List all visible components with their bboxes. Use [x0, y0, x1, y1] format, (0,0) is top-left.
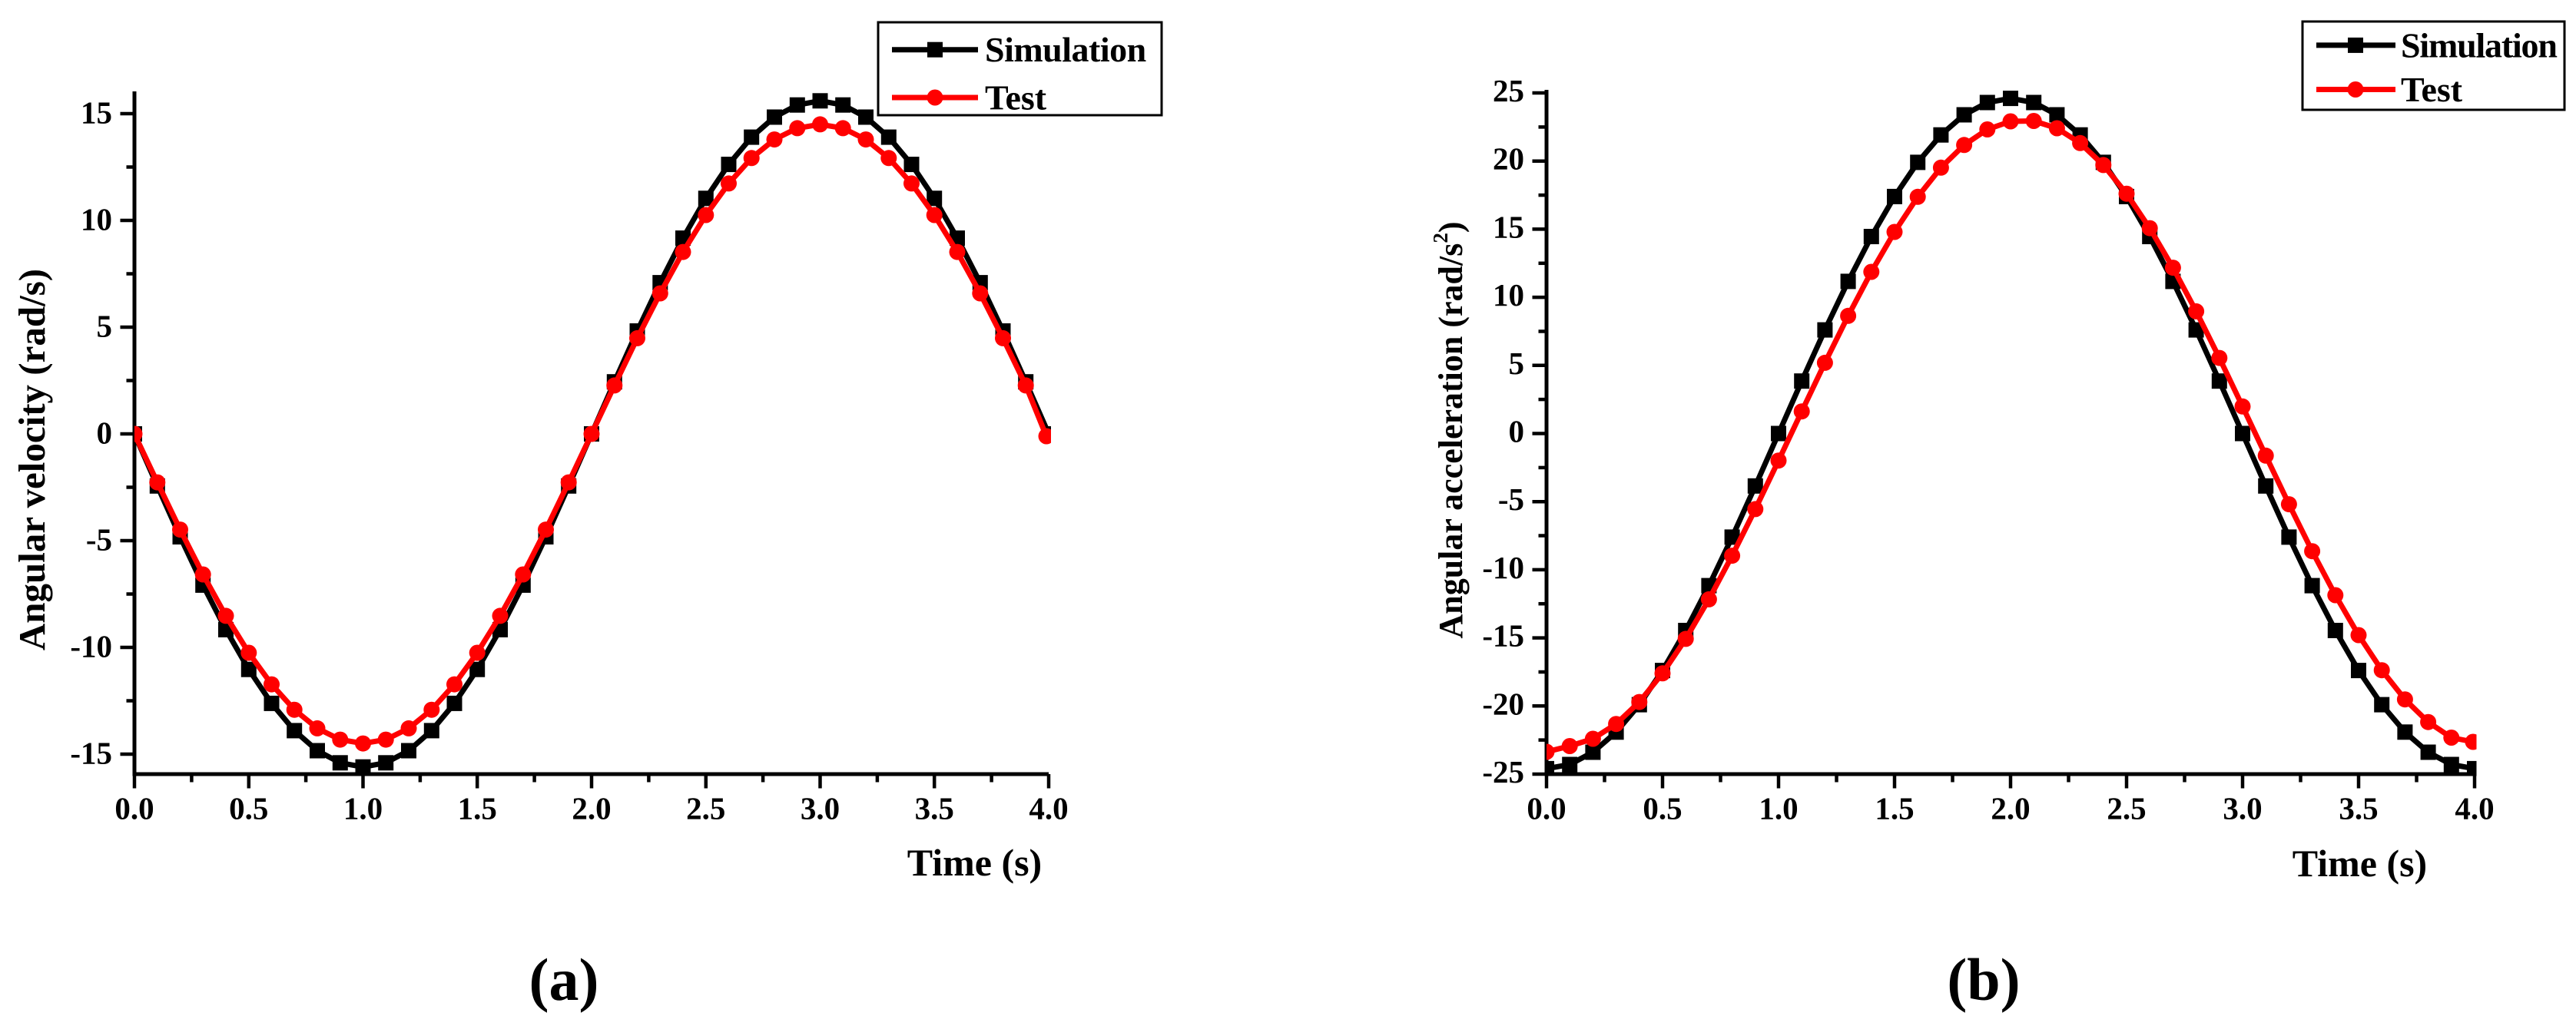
svg-text:3.0: 3.0: [801, 791, 840, 826]
svg-text:2.5: 2.5: [2107, 791, 2146, 826]
svg-text:-10: -10: [70, 629, 112, 664]
svg-text:(b): (b): [1947, 946, 2020, 1013]
svg-text:Simulation: Simulation: [985, 30, 1146, 69]
svg-text:0.0: 0.0: [114, 791, 154, 826]
svg-text:0.0: 0.0: [1527, 791, 1566, 826]
svg-text:3.0: 3.0: [2223, 791, 2262, 826]
svg-text:5: 5: [97, 309, 113, 344]
svg-text:5: 5: [1509, 346, 1525, 381]
svg-text:1.5: 1.5: [458, 791, 497, 826]
svg-text:Simulation: Simulation: [2401, 25, 2557, 65]
svg-text:10: 10: [1493, 277, 1524, 313]
svg-text:10: 10: [81, 202, 112, 237]
svg-text:20: 20: [1493, 141, 1524, 177]
svg-text:4.0: 4.0: [1029, 791, 1068, 826]
svg-text:15: 15: [81, 95, 112, 131]
svg-text:Time (s): Time (s): [907, 841, 1042, 884]
svg-text:3.5: 3.5: [915, 791, 954, 826]
svg-text:Test: Test: [2401, 70, 2463, 109]
svg-text:1.5: 1.5: [1875, 791, 1914, 826]
svg-text:4.0: 4.0: [2455, 791, 2494, 826]
svg-text:-10: -10: [1482, 550, 1524, 585]
svg-text:1.0: 1.0: [1759, 791, 1798, 826]
svg-text:(a): (a): [529, 946, 599, 1013]
svg-text:Test: Test: [985, 78, 1047, 117]
svg-text:0.5: 0.5: [229, 791, 268, 826]
svg-text:0: 0: [1509, 414, 1525, 449]
svg-text:3.5: 3.5: [2339, 791, 2378, 826]
svg-text:2.0: 2.0: [1991, 791, 2030, 826]
svg-text:-25: -25: [1482, 754, 1524, 789]
svg-text:-5: -5: [1498, 482, 1524, 517]
svg-text:1.0: 1.0: [343, 791, 383, 826]
svg-text:-5: -5: [86, 522, 112, 558]
svg-text:2.5: 2.5: [686, 791, 725, 826]
svg-text:-20: -20: [1482, 686, 1524, 721]
svg-text:Angular velocity (rad/s): Angular velocity (rad/s): [11, 269, 53, 650]
svg-text:Time (s): Time (s): [2293, 842, 2427, 885]
svg-text:0.5: 0.5: [1643, 791, 1682, 826]
svg-text:2.0: 2.0: [572, 791, 611, 826]
svg-text:15: 15: [1493, 209, 1524, 244]
svg-text:-15: -15: [1482, 618, 1524, 654]
svg-text:-15: -15: [70, 736, 112, 771]
svg-text:0: 0: [97, 415, 113, 451]
svg-text:Angular acceleration (rad/s2): Angular acceleration (rad/s2): [1429, 221, 1470, 638]
svg-text:25: 25: [1493, 73, 1524, 108]
